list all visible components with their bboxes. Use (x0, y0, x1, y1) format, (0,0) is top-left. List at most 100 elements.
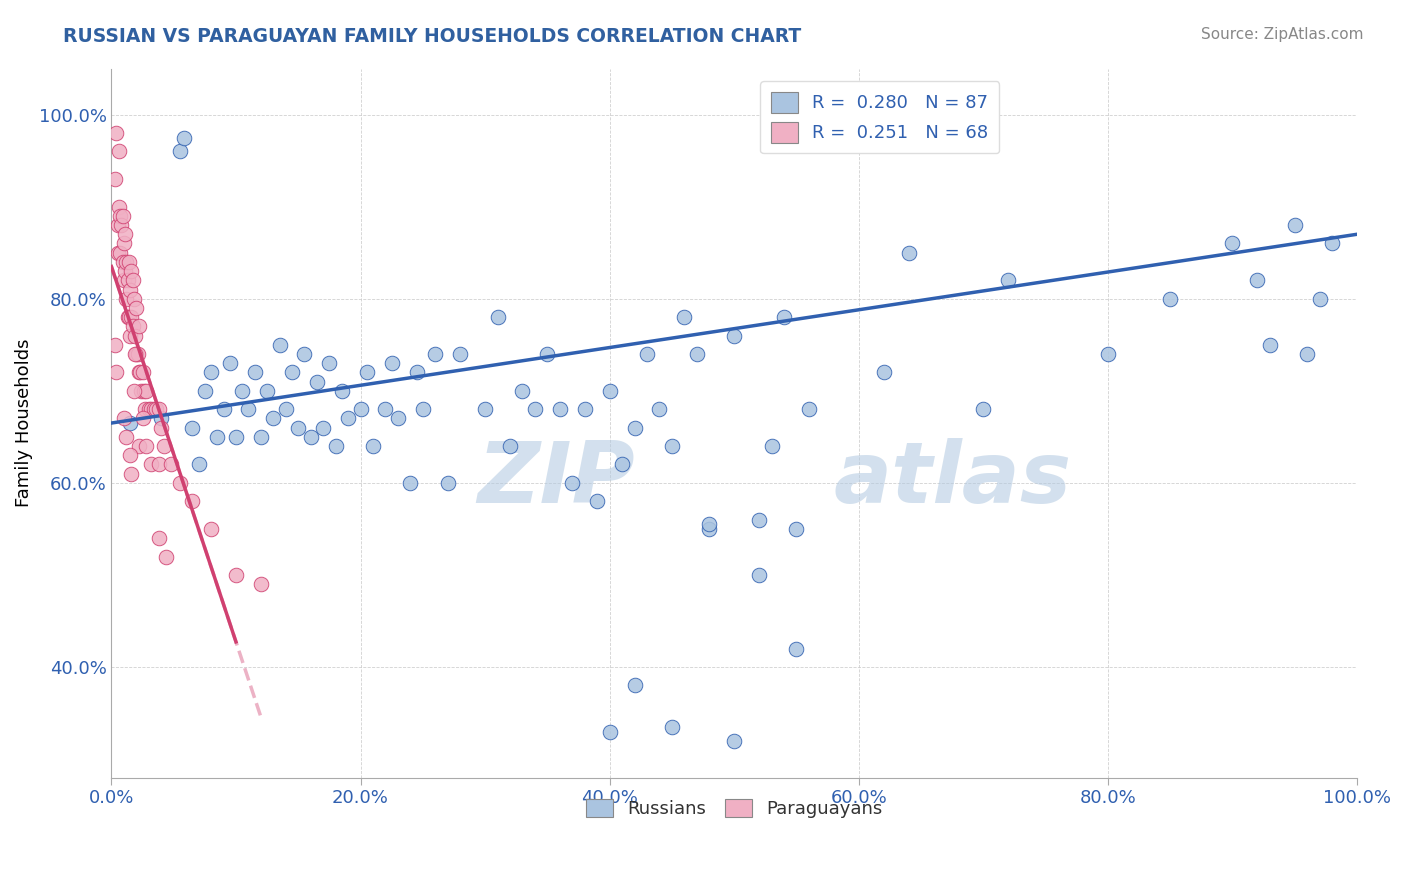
Point (997, 273, 1019, 287)
Text: atlas: atlas (834, 438, 1071, 521)
Point (105, 126, 128, 140)
Point (107, 245, 129, 260)
Point (141, 458, 163, 472)
Point (673, 310, 696, 325)
Point (1246, 273, 1268, 287)
Point (169, 475, 191, 490)
Point (281, 365, 304, 379)
Point (115, 255, 138, 269)
Point (723, 733, 745, 747)
Point (748, 568, 770, 582)
Point (405, 365, 427, 379)
Point (773, 310, 796, 325)
Point (299, 430, 322, 444)
Point (125, 301, 148, 315)
Point (312, 420, 335, 434)
Point (114, 264, 136, 278)
Point (207, 430, 229, 444)
Point (135, 384, 157, 398)
Point (648, 402, 671, 417)
Point (173, 130, 195, 145)
Point (107, 218, 129, 232)
Point (121, 273, 143, 287)
Point (200, 522, 222, 536)
Point (330, 384, 353, 398)
Point (169, 145, 191, 159)
Point (108, 245, 131, 260)
Point (129, 365, 152, 379)
Point (218, 356, 240, 370)
Point (104, 338, 127, 352)
Point (356, 365, 378, 379)
Point (499, 439, 522, 453)
Point (138, 402, 160, 417)
Point (548, 402, 571, 417)
Point (111, 209, 134, 223)
Point (105, 365, 128, 379)
Point (361, 439, 384, 453)
Point (120, 448, 142, 462)
Point (118, 255, 141, 269)
Point (586, 494, 609, 508)
Point (1284, 218, 1306, 232)
Point (152, 439, 174, 453)
Point (134, 402, 156, 417)
Point (118, 310, 141, 325)
Point (1296, 347, 1319, 361)
Point (135, 439, 157, 453)
Point (1222, 236, 1244, 251)
Point (238, 402, 260, 417)
Point (436, 475, 458, 490)
Point (697, 522, 720, 536)
Point (486, 310, 509, 325)
Point (449, 347, 471, 361)
Y-axis label: Family Households: Family Households (15, 339, 32, 508)
Point (536, 347, 558, 361)
Point (142, 402, 165, 417)
Point (125, 347, 148, 361)
Point (399, 475, 422, 490)
Point (117, 310, 139, 325)
Point (294, 347, 316, 361)
Point (148, 531, 170, 545)
Point (1309, 292, 1331, 306)
Point (1159, 292, 1181, 306)
Point (121, 319, 143, 334)
Point (200, 365, 222, 379)
Point (425, 347, 447, 361)
Point (387, 411, 409, 425)
Point (325, 439, 347, 453)
Point (225, 430, 247, 444)
Point (181, 420, 204, 434)
Point (1097, 347, 1119, 361)
Point (797, 402, 820, 417)
Point (132, 384, 155, 398)
Point (599, 724, 621, 739)
Point (636, 347, 658, 361)
Point (117, 273, 139, 287)
Point (112, 411, 135, 425)
Point (131, 384, 153, 398)
Point (108, 209, 131, 223)
Point (110, 218, 132, 232)
Point (661, 720, 683, 734)
Point (785, 641, 807, 656)
Point (112, 236, 135, 251)
Point (141, 402, 163, 417)
Point (610, 458, 633, 472)
Point (873, 365, 896, 379)
Point (122, 384, 145, 398)
Point (150, 411, 173, 425)
Point (474, 402, 496, 417)
Point (124, 328, 146, 343)
Point (686, 347, 709, 361)
Point (120, 283, 142, 297)
Point (104, 172, 127, 186)
Point (748, 513, 770, 527)
Point (256, 384, 278, 398)
Point (561, 475, 583, 490)
Point (128, 439, 150, 453)
Point (148, 402, 170, 417)
Point (131, 365, 153, 379)
Point (150, 420, 173, 434)
